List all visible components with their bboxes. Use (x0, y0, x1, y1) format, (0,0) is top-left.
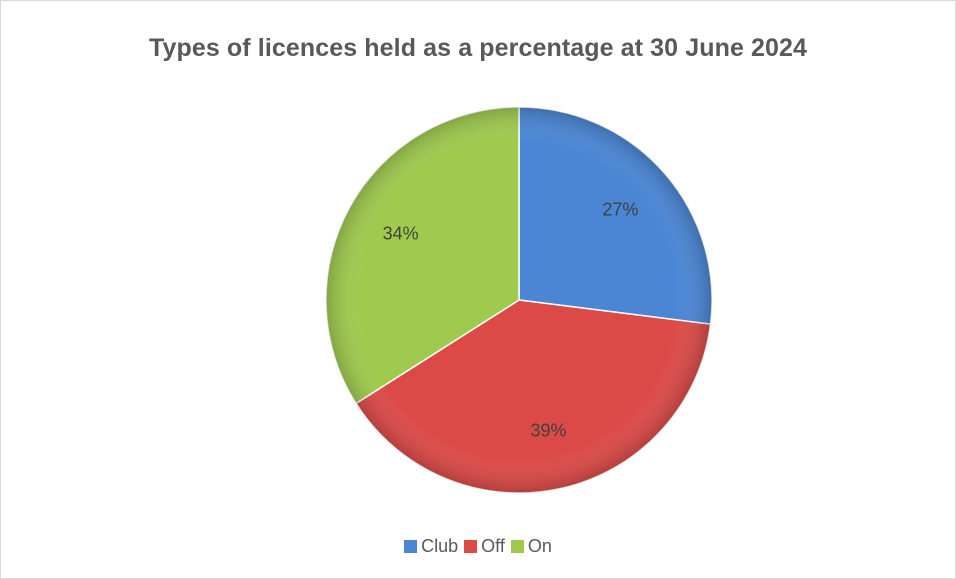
legend-swatch-club (404, 540, 418, 553)
data-label-club: 27% (602, 199, 638, 219)
legend-label-off: Off (481, 536, 505, 556)
legend: Club Off On (0, 536, 956, 557)
legend-item-club: Club (404, 536, 458, 557)
legend-label-club: Club (421, 536, 459, 556)
legend-swatch-off (464, 540, 478, 553)
data-label-off: 39% (530, 421, 566, 441)
legend-item-off: Off (464, 536, 505, 557)
legend-label-on: On (527, 536, 552, 556)
legend-swatch-on (510, 540, 524, 553)
chart-title: Types of licences held as a percentage a… (148, 34, 808, 62)
legend-item-on: On (510, 536, 552, 557)
data-label-on: 34% (383, 224, 419, 244)
